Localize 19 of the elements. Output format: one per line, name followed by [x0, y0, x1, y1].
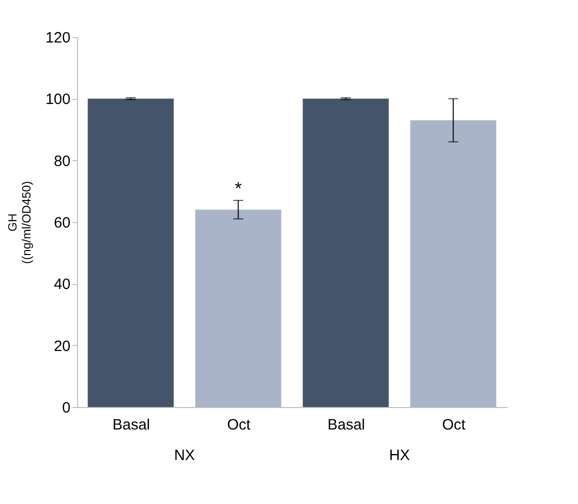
- y-tick-label: 120: [45, 30, 70, 46]
- x-tick-label: Basal: [112, 416, 150, 434]
- bar: [410, 120, 496, 407]
- bar: [302, 98, 389, 407]
- y-tick-label: 0: [62, 400, 70, 416]
- y-tick-label: 60: [54, 214, 70, 232]
- y-tick-label: 40: [54, 276, 70, 294]
- y-axis-title: GH ((ng/ml/OD450): [5, 181, 34, 264]
- y-tick-label: 20: [54, 338, 70, 355]
- data-label: *: [234, 178, 242, 198]
- y-tick-label: 100: [45, 91, 70, 108]
- x-tick-label: Oct: [442, 416, 466, 434]
- x-tick-label: Basal: [327, 416, 366, 434]
- x-tick-label: Oct: [227, 416, 252, 434]
- bar: [195, 210, 282, 407]
- text: NX: [174, 447, 195, 464]
- y-tick-label: 80: [54, 152, 70, 170]
- bar: [88, 98, 174, 407]
- text: HX: [389, 447, 410, 464]
